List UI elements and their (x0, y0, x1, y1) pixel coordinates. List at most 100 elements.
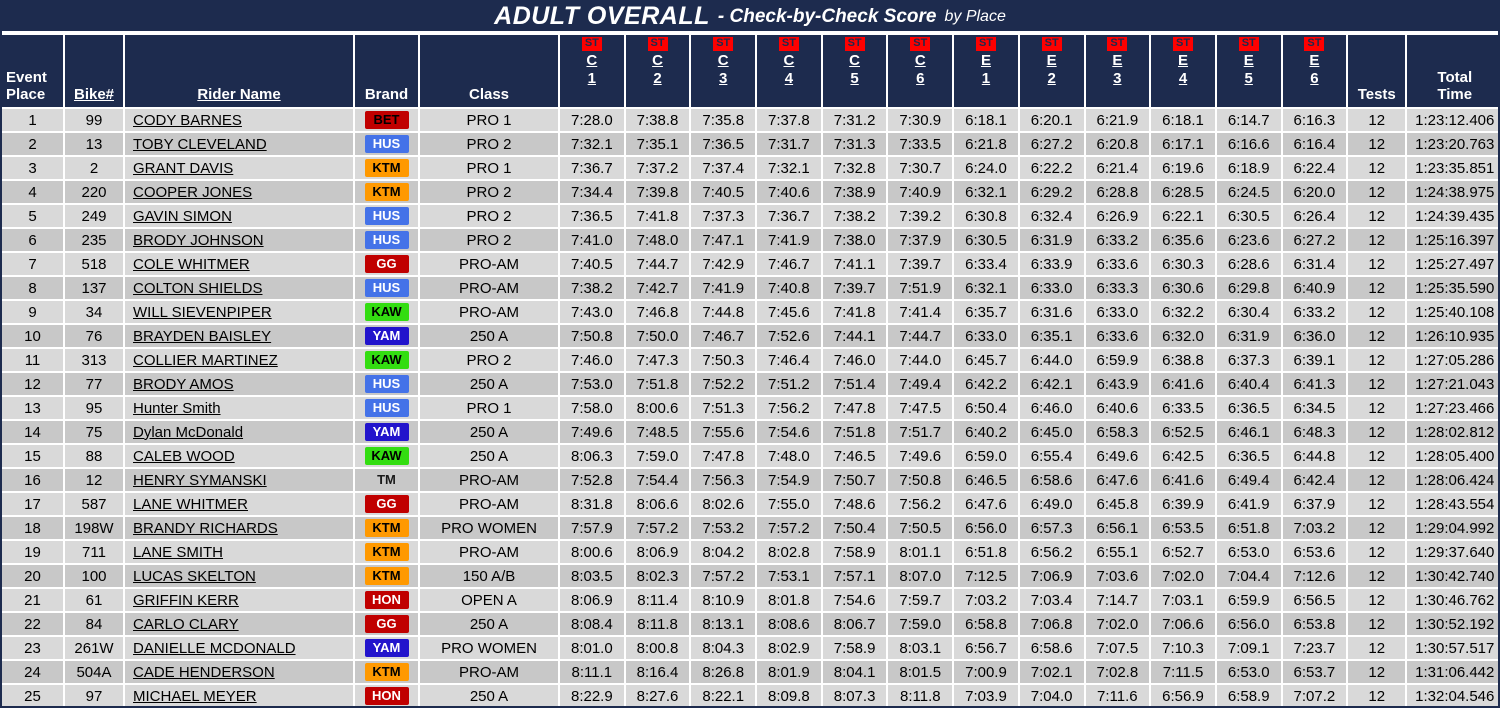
check-letter-link[interactable]: C (717, 52, 729, 69)
check-time-6: 7:47.5 (886, 395, 955, 421)
class-cell: PRO WOMEN (418, 515, 560, 541)
bike-sort-link[interactable]: Bike# (73, 86, 115, 103)
check-time-9: 6:40.6 (1083, 395, 1152, 421)
check-letter-link[interactable]: C (914, 52, 926, 69)
rider-name-link[interactable]: COLTON SHIELDS (133, 279, 263, 297)
brand-cell: KTM (353, 539, 420, 565)
check-letter-link[interactable]: C (652, 52, 663, 69)
check-number-link[interactable]: 4 (784, 70, 794, 87)
check-number-link[interactable]: 1 (981, 70, 991, 87)
rider-name-link[interactable]: LANE SMITH (133, 543, 224, 561)
st-badge: ST (1238, 37, 1259, 51)
check-time-12: 7:23.7 (1280, 635, 1349, 661)
check-time-3: 8:10.9 (689, 587, 758, 613)
check-time-10: 6:52.5 (1149, 419, 1217, 445)
event-place: 15 (2, 443, 65, 469)
brand-badge: GG (364, 615, 409, 633)
check-number-link[interactable]: 3 (1113, 70, 1122, 87)
check-letter-link[interactable]: E (1243, 52, 1254, 69)
rider-name-link[interactable]: MICHAEL MEYER (133, 687, 257, 705)
rider-name-link[interactable]: COOPER JONES (133, 183, 253, 201)
rider-name-link[interactable]: BRANDY RICHARDS (133, 519, 278, 537)
rider-name-link[interactable]: WILL SIEVENPIPER (133, 303, 272, 321)
check-time-6: 7:41.4 (886, 299, 955, 325)
rider-name-link[interactable]: CALEB WOOD (133, 447, 235, 465)
check-time-1: 7:50.8 (558, 323, 626, 349)
check-letter-link[interactable]: C (783, 52, 795, 69)
check-number-link[interactable]: 4 (1178, 70, 1188, 87)
check-number-link[interactable]: 6 (1310, 70, 1319, 87)
class-cell: PRO WOMEN (418, 635, 560, 661)
brand-badge: KTM (364, 567, 409, 585)
rider-name-link[interactable]: GAVIN SIMON (133, 207, 232, 225)
rider-name-link[interactable]: LUCAS SKELTON (133, 567, 256, 585)
rider-name-link[interactable]: CODY BARNES (133, 111, 242, 129)
check-number-link[interactable]: 2 (1047, 70, 1056, 87)
check-time-2: 7:41.8 (623, 203, 692, 229)
check-letter-link[interactable]: E (1178, 52, 1189, 69)
rider-name-cell: CALEB WOOD (123, 443, 355, 469)
check-letter-link[interactable]: C (586, 52, 598, 69)
page-subtitle: - Check-by-Check Score (717, 5, 937, 27)
check-time-5: 7:44.1 (820, 323, 889, 349)
check-time-3: 7:37.3 (689, 203, 758, 229)
check-time-12: 6:37.9 (1280, 491, 1349, 517)
check-time-2: 7:37.2 (623, 155, 692, 181)
table-row: 12 77 BRODY AMOS HUS 250 A 7:53.0 7:51.8 7:52.2… (2, 371, 1498, 397)
check-number-link[interactable]: 1 (587, 70, 597, 87)
column-header-check-c3: ST C 3 (689, 33, 758, 109)
rider-name-link[interactable]: GRIFFIN KERR (133, 591, 239, 609)
rider-name-link[interactable]: BRODY AMOS (133, 375, 234, 393)
tests-count: 12 (1346, 587, 1408, 613)
rider-name-link[interactable]: COLLIER MARTINEZ (133, 351, 278, 369)
table-row: 22 84 CARLO CLARY GG 250 A 8:08.4 8:11.8 8:13.1… (2, 611, 1498, 637)
rider-name-link[interactable]: COLE WHITMER (133, 255, 250, 273)
check-time-7: 6:47.6 (952, 491, 1020, 517)
check-time-7: 6:50.4 (952, 395, 1020, 421)
check-time-5: 8:04.1 (820, 659, 889, 685)
check-number-link[interactable]: 6 (916, 70, 925, 87)
tests-count: 12 (1346, 275, 1408, 301)
st-badge: ST (844, 37, 865, 51)
check-time-4: 8:02.8 (755, 539, 823, 565)
check-time-4: 7:46.4 (755, 347, 823, 373)
rider-name-link[interactable]: DANIELLE MCDONALD (133, 639, 296, 657)
rider-name-link[interactable]: TOBY CLEVELAND (133, 135, 267, 153)
check-letter-link[interactable]: E (1046, 52, 1057, 69)
check-time-5: 7:32.8 (820, 155, 889, 181)
check-time-3: 7:37.4 (689, 155, 758, 181)
check-time-8: 6:31.9 (1017, 227, 1086, 253)
check-letter-link[interactable]: E (1309, 52, 1320, 69)
check-time-3: 7:47.8 (689, 443, 758, 469)
check-time-9: 7:11.6 (1083, 683, 1152, 706)
table-row: 21 61 GRIFFIN KERR HON OPEN A 8:06.9 8:11.4 8:1… (2, 587, 1498, 613)
rider-name-link[interactable]: BRODY JOHNSON (133, 231, 264, 249)
check-time-7: 6:46.5 (952, 467, 1020, 493)
rider-name-link[interactable]: BRAYDEN BAISLEY (133, 327, 272, 345)
check-time-5: 7:38.9 (820, 179, 889, 205)
check-number-link[interactable]: 5 (1244, 70, 1253, 87)
check-time-12: 6:53.6 (1280, 539, 1349, 565)
rider-name-link[interactable]: HENRY SYMANSKI (133, 471, 267, 489)
rider-name-link[interactable]: CARLO CLARY (133, 615, 239, 633)
rider-name-link[interactable]: LANE WHITMER (133, 495, 249, 513)
brand-badge: YAM (364, 327, 409, 345)
rider-name-link[interactable]: CADE HENDERSON (133, 663, 275, 681)
check-time-12: 6:41.3 (1280, 371, 1349, 397)
rider-name-sort-link[interactable]: Rider Name (197, 86, 281, 103)
rider-name-link[interactable]: Hunter Smith (133, 399, 221, 417)
check-time-4: 7:54.6 (755, 419, 823, 445)
bike-number: 587 (63, 491, 125, 517)
check-number-link[interactable]: 2 (653, 70, 662, 87)
check-time-4: 7:55.0 (755, 491, 823, 517)
check-number-link[interactable]: 3 (719, 70, 728, 87)
check-letter-link[interactable]: E (1112, 52, 1123, 69)
rider-name-link[interactable]: Dylan McDonald (133, 423, 244, 441)
rider-name-link[interactable]: GRANT DAVIS (133, 159, 234, 177)
check-number-link[interactable]: 5 (850, 70, 859, 87)
total-time: 1:28:02.812 (1405, 419, 1498, 445)
header-row: Event Place Bike# Rider Name Brand Class… (2, 33, 1498, 109)
check-time-2: 7:44.7 (623, 251, 692, 277)
check-letter-link[interactable]: C (849, 52, 861, 69)
check-letter-link[interactable]: E (980, 52, 991, 69)
